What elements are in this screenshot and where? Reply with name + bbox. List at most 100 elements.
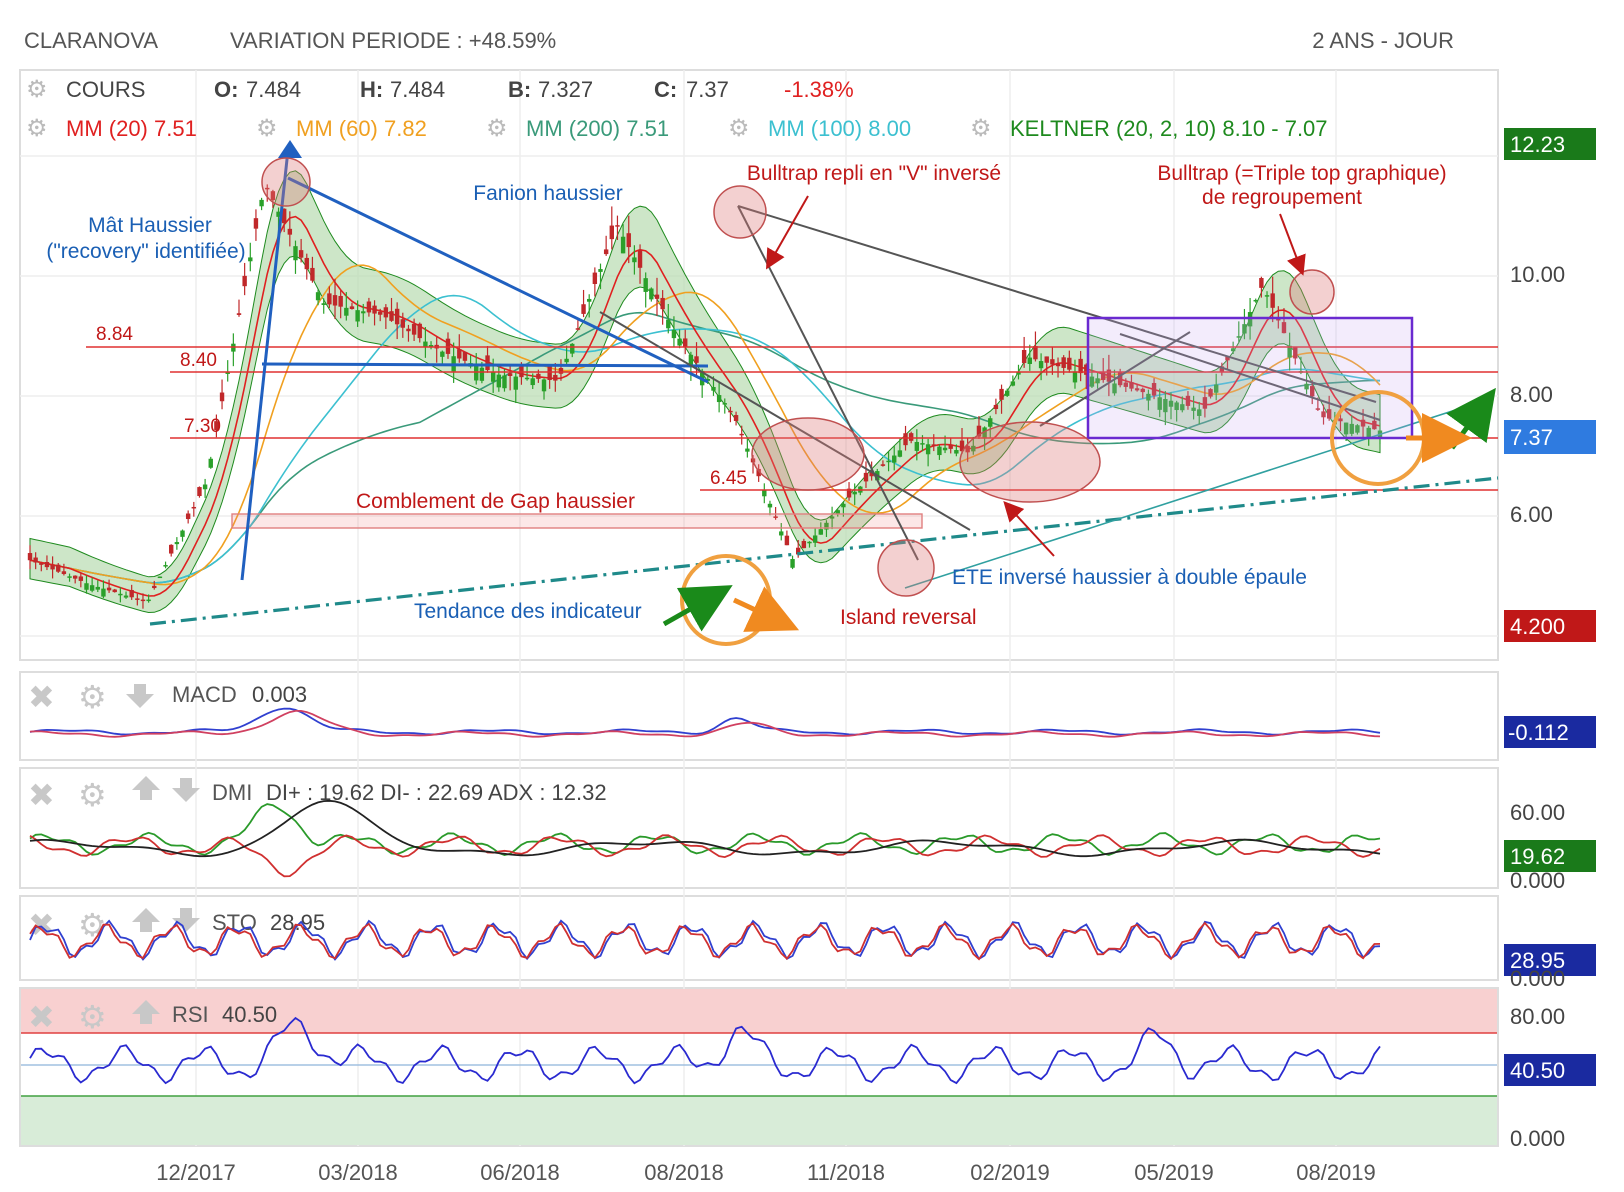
- candle-body: [135, 598, 140, 600]
- mm200-gear-icon[interactable]: ⚙: [486, 114, 508, 142]
- cours-gear-icon[interactable]: ⚙: [26, 75, 48, 103]
- candle-body: [733, 415, 739, 421]
- legend-low: 7.327: [538, 77, 593, 102]
- rsi-up-icon[interactable]: [132, 1000, 160, 1024]
- dmi-gear-icon[interactable]: ⚙: [78, 776, 107, 814]
- candle-body: [1343, 422, 1349, 435]
- candle-body: [615, 225, 620, 227]
- candle-body: [349, 306, 355, 309]
- candle-body: [27, 553, 33, 561]
- candle-body: [1033, 346, 1038, 360]
- candle-body: [338, 295, 343, 307]
- candle-body: [1304, 383, 1309, 390]
- sto-close-icon[interactable]: ✖: [28, 907, 55, 943]
- candle-body: [541, 379, 547, 392]
- candle-body: [524, 377, 530, 380]
- keltner-gear-icon[interactable]: ⚙: [970, 114, 992, 142]
- price-axis: 10.00 8.00 6.00: [1510, 262, 1565, 527]
- candle-body: [242, 275, 247, 287]
- macd-close-icon[interactable]: ✖: [28, 679, 55, 715]
- sto-k-line: [29, 919, 1381, 961]
- dmi-down-icon[interactable]: [172, 778, 200, 802]
- candle-body: [609, 225, 614, 240]
- candle-body: [1338, 418, 1343, 422]
- candle-body: [378, 311, 383, 315]
- rsi-close-icon[interactable]: ✖: [28, 999, 55, 1035]
- candle-body: [807, 541, 812, 544]
- period-selector[interactable]: 2 ANS - JOUR: [1312, 28, 1454, 53]
- candle-body: [722, 403, 727, 405]
- candle-body: [649, 288, 654, 300]
- dmi-panel: ✖ ⚙ DMI DI+ : 19.62 DI- : 22.69 ADX : 12…: [28, 776, 1596, 893]
- candle-body: [762, 489, 767, 497]
- candle-body: [914, 441, 920, 451]
- candle-body: [739, 433, 744, 436]
- candle-body: [824, 522, 829, 530]
- annotation-mat-1: Mât Haussier: [88, 214, 212, 237]
- candle-body: [1112, 383, 1117, 394]
- candle-body: [1253, 299, 1258, 302]
- mat-arrow-icon: [278, 140, 302, 158]
- mm100-gear-icon[interactable]: ⚙: [728, 114, 750, 142]
- annotation-bulltrap-tt-2: de regroupement: [1202, 186, 1362, 209]
- candle-body: [948, 444, 953, 449]
- candle-body: [835, 510, 840, 515]
- rsi-label: RSI: [172, 1002, 209, 1027]
- sto-gear-icon[interactable]: ⚙: [78, 906, 107, 944]
- dmi-up-icon[interactable]: [132, 776, 160, 800]
- candle-body: [796, 547, 801, 555]
- candle-body: [298, 250, 304, 258]
- legend-low-label: B:: [508, 77, 531, 102]
- highlight-circles: [261, 157, 1335, 597]
- annotation-texts: Mât Haussier ("recovery" identifiée) Fan…: [46, 162, 1446, 629]
- candle-body: [174, 542, 180, 545]
- candle-body: [620, 236, 626, 254]
- rsi-gear-icon[interactable]: ⚙: [78, 998, 107, 1036]
- candle-body: [643, 278, 648, 292]
- sto-up-icon[interactable]: [132, 908, 160, 932]
- candle-body: [152, 585, 157, 589]
- rsi-line: [29, 1016, 1381, 1085]
- candle-body: [660, 297, 665, 310]
- candle-body: [248, 257, 253, 262]
- candle-body: [993, 404, 999, 410]
- sto-down-icon[interactable]: [172, 908, 200, 932]
- candle-body: [1349, 423, 1354, 434]
- macd-value: 0.003: [252, 682, 307, 707]
- macd-down-icon[interactable]: [126, 684, 154, 708]
- candle-body: [767, 503, 773, 508]
- candle-body: [846, 488, 852, 498]
- candle-body: [1050, 359, 1055, 365]
- candle-body: [1021, 349, 1027, 363]
- annotation-arrows: [662, 195, 1496, 632]
- macd-gear-icon[interactable]: ⚙: [78, 678, 107, 716]
- candle-body: [1146, 393, 1151, 401]
- candle-body: [474, 365, 479, 381]
- candle-body: [214, 421, 219, 430]
- candle-body: [389, 311, 394, 321]
- candle-body: [592, 272, 598, 285]
- candle-body: [163, 565, 168, 567]
- sto-value: 28.95: [270, 910, 325, 935]
- candle-body: [1168, 400, 1174, 407]
- badge-high: 12.23: [1510, 132, 1565, 157]
- candle-body: [344, 307, 349, 316]
- time-label: 12/2017: [156, 1160, 236, 1185]
- candle-body: [400, 319, 406, 328]
- candle-body: [942, 447, 948, 451]
- candle-body: [84, 583, 89, 590]
- candle-body: [1044, 356, 1049, 363]
- annotation-ete: ETE inversé haussier à double épaule: [952, 566, 1307, 589]
- candle-body: [191, 506, 197, 509]
- dmi-values: DI+ : 19.62 DI- : 22.69 ADX : 12.32: [266, 780, 607, 805]
- candle-body: [677, 338, 682, 346]
- candle-body: [332, 295, 338, 306]
- mm60-gear-icon[interactable]: ⚙: [256, 114, 278, 142]
- candle-body: [72, 575, 78, 579]
- candle-body: [931, 444, 936, 446]
- annotation-mat-2: ("recovery" identifiée): [46, 240, 245, 263]
- dmi-close-icon[interactable]: ✖: [28, 777, 55, 813]
- mm20-gear-icon[interactable]: ⚙: [26, 114, 48, 142]
- macd-label: MACD: [172, 682, 237, 707]
- rsi-panel-frame: [19, 987, 1499, 1147]
